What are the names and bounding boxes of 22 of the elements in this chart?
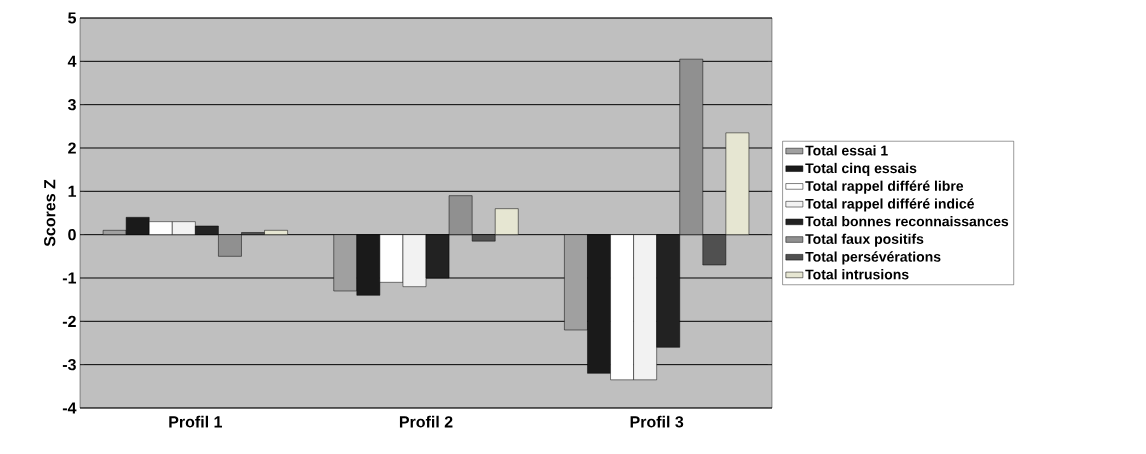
y-tick-label: -1 xyxy=(62,272,77,284)
legend-label: Total intrusions xyxy=(805,269,909,280)
y-tick-label: 3 xyxy=(67,99,76,111)
legend-label: Total cinq essais xyxy=(805,162,917,176)
y-tick-label: 1 xyxy=(68,185,77,197)
legend-label: Total persévérations xyxy=(805,251,941,265)
legend-label: Total rappel différé libre xyxy=(805,180,964,194)
legend-label: Total faux positifs xyxy=(805,233,924,247)
y-tick-label: -3 xyxy=(62,358,76,371)
x-tick-label: Profil 3 xyxy=(630,415,684,428)
y-tick-label: 4 xyxy=(67,55,77,67)
y-tick-label: -4 xyxy=(62,402,77,414)
y-tick-label: 5 xyxy=(68,12,77,24)
legend-label: Total essai 1 xyxy=(805,145,888,156)
x-tick-label: Profil 2 xyxy=(399,415,453,428)
y-tick-label: 0 xyxy=(68,229,76,241)
x-tick-label: Profil 1 xyxy=(169,415,223,428)
y-tick-label: 2 xyxy=(68,142,76,154)
legend-label: Total bonnes reconnaissances xyxy=(805,216,1009,227)
y-tick-label: -2 xyxy=(62,315,76,327)
y-axis-title: Scores Z xyxy=(44,179,56,247)
legend-label: Total rappel différé indicé xyxy=(805,198,974,212)
